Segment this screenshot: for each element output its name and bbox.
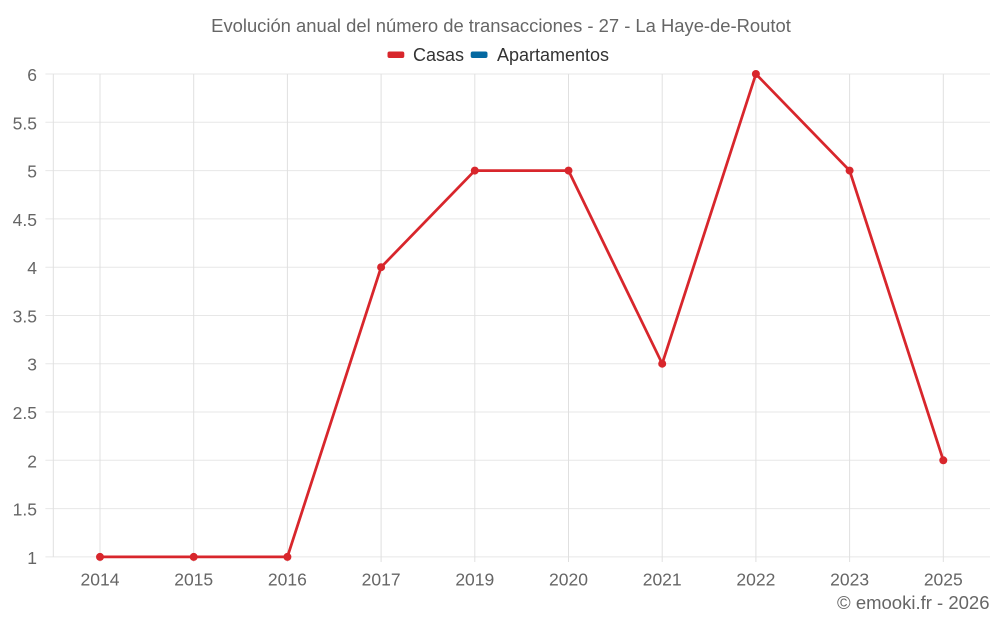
svg-text:2015: 2015 bbox=[174, 570, 213, 590]
svg-text:Apartamentos: Apartamentos bbox=[497, 45, 609, 65]
svg-text:2017: 2017 bbox=[362, 570, 401, 590]
svg-text:4: 4 bbox=[27, 258, 37, 278]
svg-text:5: 5 bbox=[27, 162, 37, 182]
svg-text:© emooki.fr - 2026: © emooki.fr - 2026 bbox=[837, 592, 989, 613]
svg-text:6: 6 bbox=[27, 65, 37, 85]
svg-text:2.5: 2.5 bbox=[13, 403, 37, 423]
svg-text:1: 1 bbox=[27, 548, 37, 568]
svg-text:2016: 2016 bbox=[268, 570, 307, 590]
svg-text:1.5: 1.5 bbox=[13, 500, 37, 520]
svg-text:Casas: Casas bbox=[413, 45, 464, 65]
svg-text:5.5: 5.5 bbox=[13, 113, 37, 133]
svg-text:Evolución anual del número de: Evolución anual del número de transaccio… bbox=[211, 15, 791, 36]
svg-text:2014: 2014 bbox=[81, 570, 120, 590]
svg-text:3.5: 3.5 bbox=[13, 307, 37, 327]
svg-text:2025: 2025 bbox=[924, 570, 963, 590]
svg-text:2: 2 bbox=[27, 451, 37, 471]
svg-text:4.5: 4.5 bbox=[13, 210, 37, 230]
svg-text:2022: 2022 bbox=[736, 570, 775, 590]
svg-text:3: 3 bbox=[27, 355, 37, 375]
svg-text:2020: 2020 bbox=[549, 570, 588, 590]
svg-text:2019: 2019 bbox=[455, 570, 494, 590]
svg-text:2023: 2023 bbox=[830, 570, 869, 590]
svg-text:2021: 2021 bbox=[643, 570, 682, 590]
